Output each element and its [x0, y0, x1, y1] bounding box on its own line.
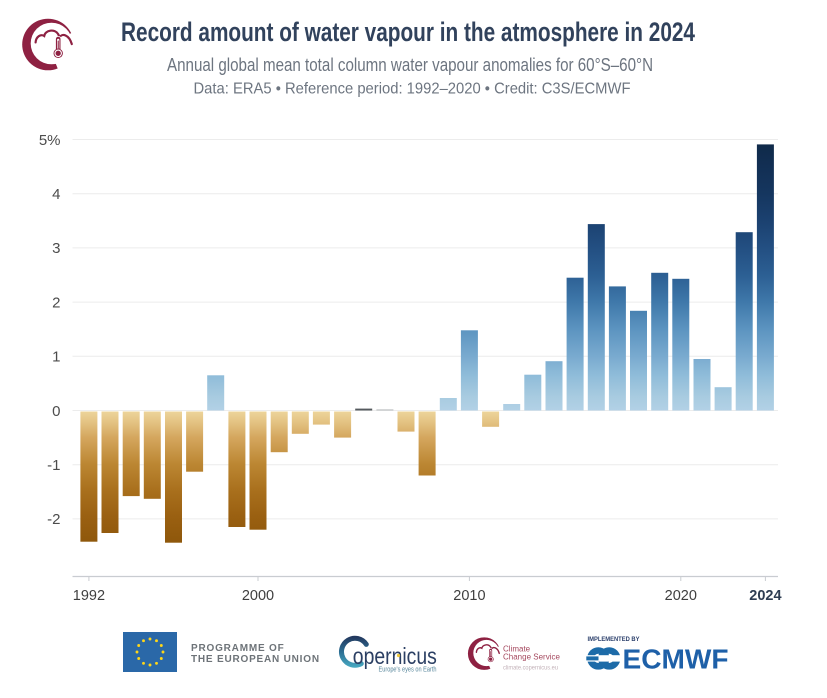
svg-text:2020: 2020 — [665, 588, 697, 604]
svg-text:2024: 2024 — [749, 588, 781, 604]
svg-text:Data: ERA5 • Reference period:: Data: ERA5 • Reference period: 1992–2020… — [194, 81, 631, 98]
svg-text:0: 0 — [52, 403, 60, 420]
svg-text:opernicus: opernicus — [353, 643, 437, 669]
svg-text:Record amount of water vapour: Record amount of water vapour in the atm… — [121, 17, 695, 47]
svg-text:1992: 1992 — [73, 588, 105, 604]
svg-text:3: 3 — [52, 240, 60, 257]
svg-text:1: 1 — [52, 349, 60, 366]
svg-text:THE EUROPEAN UNION: THE EUROPEAN UNION — [191, 654, 320, 665]
svg-text:climate.copernicus.eu: climate.copernicus.eu — [503, 664, 558, 671]
svg-text:4: 4 — [52, 186, 60, 203]
svg-text:2000: 2000 — [242, 588, 274, 604]
svg-text:Change Service: Change Service — [503, 653, 560, 662]
svg-text:2: 2 — [52, 294, 60, 311]
svg-text:IMPLEMENTED BY: IMPLEMENTED BY — [588, 636, 641, 643]
svg-text:-2: -2 — [47, 511, 60, 528]
svg-text:PROGRAMME OF: PROGRAMME OF — [191, 643, 285, 654]
svg-text:5%: 5% — [39, 132, 61, 149]
svg-text:Climate: Climate — [503, 644, 531, 653]
svg-text:-1: -1 — [47, 457, 60, 474]
svg-text:2010: 2010 — [453, 588, 485, 604]
svg-text:Annual global mean total colum: Annual global mean total column water va… — [167, 55, 653, 75]
svg-text:ECMWF: ECMWF — [623, 644, 729, 675]
svg-text:Europe's eyes on Earth: Europe's eyes on Earth — [379, 667, 437, 674]
